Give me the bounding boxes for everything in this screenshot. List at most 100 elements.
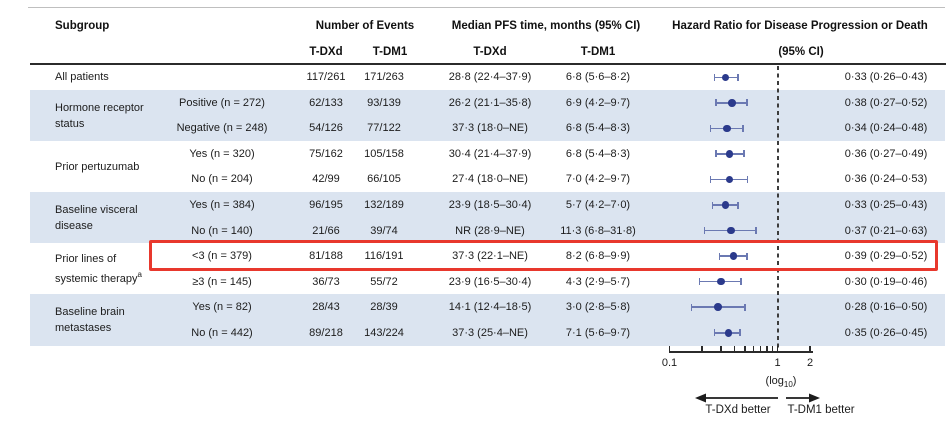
header-events-tdxd: T-DXd [309,46,343,58]
x-axis-tick [668,346,671,351]
ci-cap-low [713,329,716,337]
x-axis-line [669,351,813,353]
row-shading-band [30,90,945,142]
cell-median-tdm1: 6·9 (4·2–9·7) [565,96,631,109]
cell-median-tdxd: 23·9 (16·5–30·4) [448,275,532,288]
hr-point [723,124,731,133]
cell-median-tdm1: 3·0 (2·8–5·8) [565,301,631,314]
ci-cap-high [740,278,742,286]
header-median-pfs: Median PFS time, months (95% CI) [451,20,641,32]
ci-cap-high [739,329,741,337]
header-hazard-ci: (95% CI) [778,46,824,58]
cell-subgroup-value: Yes (n = 320) [189,147,255,160]
cell-subgroup-value: Yes (n = 82) [192,301,252,314]
cell-events-tdxd: 81/188 [309,250,343,263]
cell-events-tdxd: 117/261 [306,71,346,84]
cell-median-tdxd: 30·4 (21·4–37·9) [448,147,532,160]
cell-events-tdm1: 39/74 [370,224,398,237]
table-row: ≥3 (n = 145) 36/73 55/72 23·9 (16·5–30·4) 4·… [0,269,951,295]
table-row: Negative (n = 248) 54/126 77/122 37·3 (18·0… [0,116,951,142]
cell-median-tdxd: 14·1 (12·4–18·5) [448,301,532,314]
x-axis-tick [733,346,736,351]
cell-median-tdm1: 7·1 (5·6–9·7) [565,326,631,339]
cell-subgroup-value: Negative (n = 248) [176,122,268,135]
direction-arrows [695,393,820,403]
cell-subgroup-value: ≥3 (n = 145) [192,275,252,288]
x-axis-tick [744,346,746,351]
ci-cap-low [718,252,721,260]
ci-cap-high [746,99,748,107]
cell-events-tdm1: 171/263 [364,71,404,84]
hr-point [721,201,730,209]
hr-point [714,303,722,311]
row-shading-band [30,192,945,244]
cell-events-tdxd: 28/43 [312,301,340,314]
cell-hazard-ratio: 0·30 (0·19–0·46) [844,275,928,288]
ci-cap-low [715,99,717,107]
cell-median-tdxd: 27·4 (18·0–NE) [452,173,528,186]
cell-hazard-ratio: 0·36 (0·24–0·53) [844,173,928,186]
table-row: No (n = 204) 42/99 66/105 27·4 (18·0–NE) 7·0… [0,167,951,193]
cell-events-tdm1: 105/158 [364,147,404,160]
cell-events-tdxd: 21/66 [312,224,340,237]
ci-cap-low [709,124,712,132]
x-axis-tick-label: 2 [806,357,814,369]
x-axis-tick-label: 1 [774,357,781,369]
cell-median-tdm1: 6·8 (5·6–8·2) [565,71,631,84]
reference-line-hr1 [776,66,779,352]
cell-median-tdm1: 6·8 (5·4–8·3) [565,147,631,160]
x-axis-tick-label: 0.1 [661,357,678,369]
cell-median-tdm1: 7·0 (4·2–9·7) [565,173,631,186]
ci-cap-high [737,73,739,81]
cell-subgroup-value: Yes (n = 384) [189,199,255,212]
header-hazard-ratio: Hazard Ratio for Disease Progression or … [672,20,928,32]
ci-cap-high [744,303,746,311]
cell-events-tdxd: 42/99 [312,173,340,186]
subgroup-label: Prior pertuzumab [55,160,140,173]
hr-point [725,150,734,158]
cell-events-tdm1: 55/72 [370,275,398,288]
x-axis-tick [760,346,762,351]
log-scale-label: (log10) [765,375,797,390]
subgroup-label: All patients [55,71,109,84]
header-rule-line [30,63,946,65]
ci-cap-high [737,201,739,209]
cell-subgroup-value: No (n = 140) [191,224,253,237]
cell-events-tdm1: 28/39 [370,301,398,314]
x-axis-tick [776,346,779,351]
cell-median-tdxd: 23·9 (18·5–30·4) [448,199,532,212]
hr-point [725,175,734,184]
table-row: Positive (n = 272) 62/133 93/139 26·2 (21·1… [0,90,951,116]
cell-median-tdm1: 8·2 (6·8–9·9) [565,250,631,263]
hr-point [728,99,736,107]
hr-point [717,277,725,286]
table-row: 117/261 171/263 28·8 (22·4–37·9) 6·8 (5·6–8… [0,65,951,91]
cell-median-tdm1: 11·3 (6·8–31·8) [560,224,636,237]
cell-hazard-ratio: 0·33 (0·26–0·43) [844,71,928,84]
cell-subgroup-value: <3 (n = 379) [192,250,252,263]
cell-events-tdxd: 54/126 [309,122,343,135]
highlight-box [149,240,938,271]
cell-subgroup-value: No (n = 204) [191,173,253,186]
header-events-tdm1: T-DM1 [372,46,408,58]
tdm1-better-label: T-DM1 better [787,404,855,416]
cell-events-tdxd: 62/133 [309,96,343,109]
header-subgroup: Subgroup [55,20,110,32]
ci-cap-low [690,303,693,311]
cell-median-tdxd: 37·3 (18·0–NE) [452,122,528,135]
cell-events-tdm1: 143/224 [364,326,404,339]
cell-events-tdm1: 77/122 [367,122,401,135]
cell-events-tdm1: 132/189 [364,199,404,212]
header-median-tdm1: T-DM1 [580,46,616,58]
hr-point [721,73,730,82]
cell-hazard-ratio: 0·39 (0·29–0·52) [844,250,928,263]
cell-median-tdxd: 26·2 (21·1–35·8) [448,96,532,109]
ci-cap-high [743,150,745,158]
subgroup-label: Prior lines of systemic therapya [55,253,142,285]
x-axis-tick [766,346,768,351]
cell-hazard-ratio: 0·34 (0·24–0·48) [844,122,928,135]
ci-cap-low [709,175,712,183]
hr-point [729,252,738,260]
ci-cap-high [755,227,757,235]
